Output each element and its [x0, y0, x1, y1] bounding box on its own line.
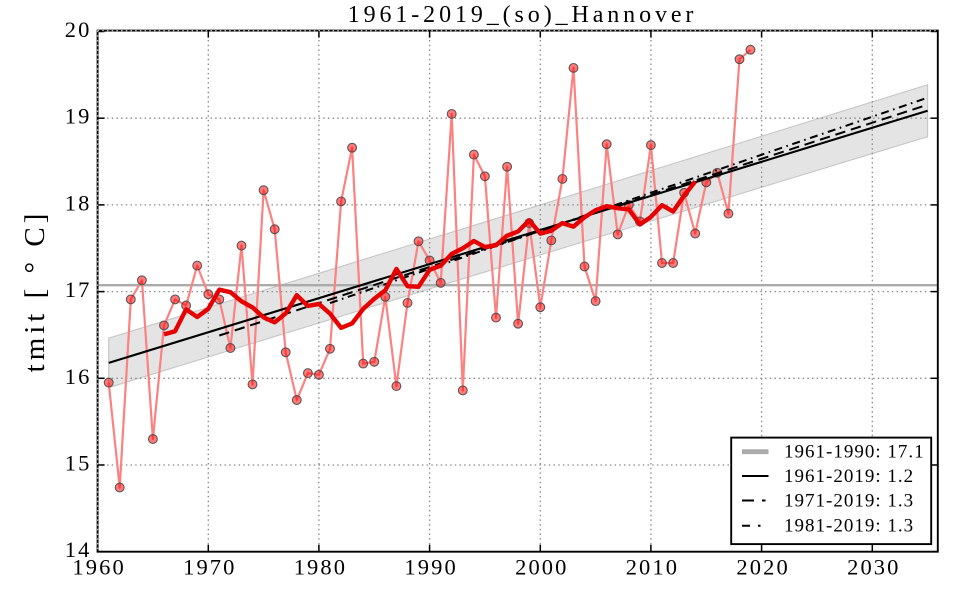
svg-text:1961-1990: 17.1: 1961-1990: 17.1	[784, 442, 925, 463]
svg-text:1970: 1970	[183, 555, 236, 580]
svg-text:1981-2019: 1.3: 1981-2019: 1.3	[784, 516, 914, 537]
svg-text:1960: 1960	[72, 555, 125, 580]
svg-text:2030: 2030	[847, 555, 900, 580]
svg-text:1971-2019: 1.3: 1971-2019: 1.3	[784, 491, 914, 512]
svg-text:2020: 2020	[736, 555, 789, 580]
svg-text:19: 19	[65, 104, 92, 129]
svg-text:tmit [ ° C]: tmit [ ° C]	[19, 210, 51, 373]
svg-text:14: 14	[65, 537, 92, 562]
svg-text:1990: 1990	[404, 555, 457, 580]
svg-text:2010: 2010	[626, 555, 679, 580]
svg-text:1961-2019_(so)_Hannover: 1961-2019_(so)_Hannover	[348, 2, 698, 28]
svg-text:16: 16	[65, 364, 92, 389]
svg-text:1961-2019: 1.2: 1961-2019: 1.2	[784, 466, 914, 487]
svg-text:17: 17	[65, 277, 92, 302]
svg-text:18: 18	[65, 190, 92, 215]
svg-text:20: 20	[65, 17, 92, 42]
svg-text:2000: 2000	[515, 555, 568, 580]
svg-text:15: 15	[65, 451, 92, 476]
svg-text:1980: 1980	[294, 555, 347, 580]
